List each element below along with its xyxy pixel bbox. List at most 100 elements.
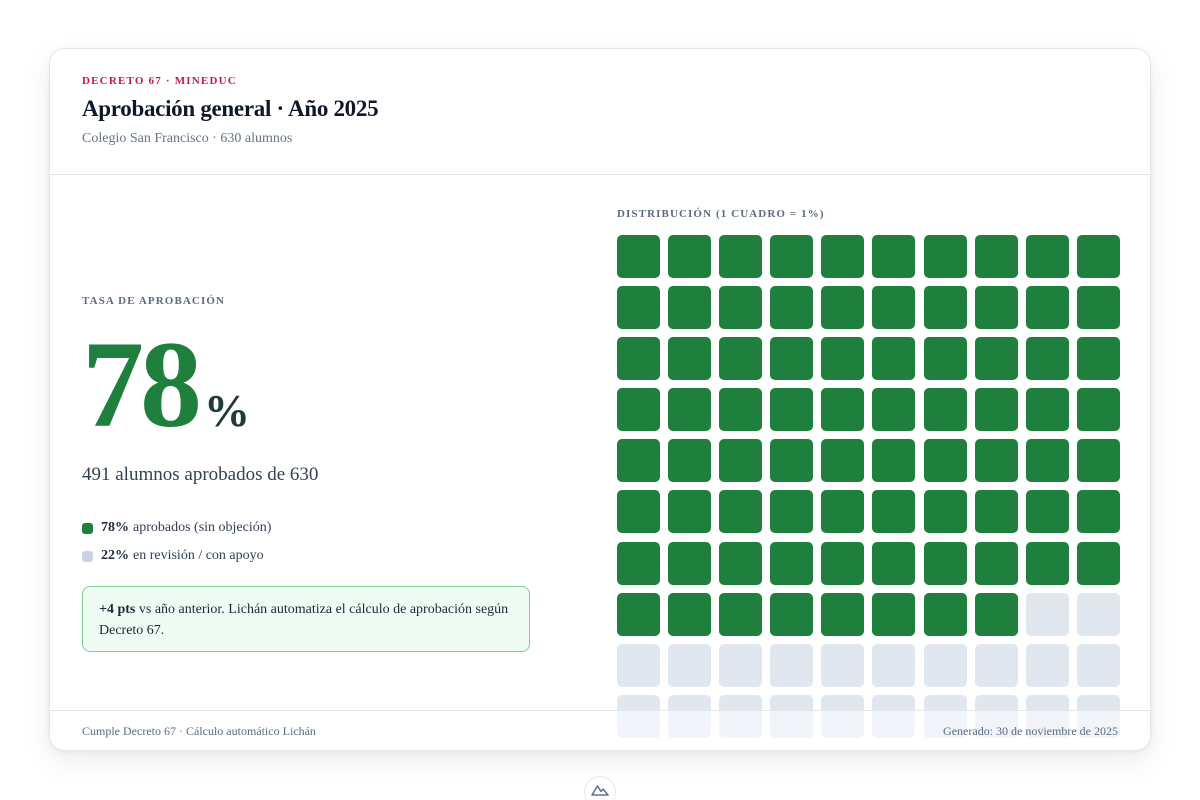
waffle-cell-approved xyxy=(1076,286,1120,330)
legend-swatch-review xyxy=(82,550,93,562)
waffle-cell-approved xyxy=(821,235,865,278)
waffle-cell-approved xyxy=(770,592,814,636)
waffle-cell-approved xyxy=(1076,541,1120,585)
waffle-grid xyxy=(617,235,1121,738)
waffle-cell-approved xyxy=(668,286,712,330)
waffle-cell-approved xyxy=(668,490,712,534)
rate-value: 78 xyxy=(82,316,202,453)
waffle-cell-approved xyxy=(872,235,916,278)
waffle-cell-approved xyxy=(923,439,967,483)
waffle-cell-review xyxy=(1025,592,1069,636)
waffle-cell-review xyxy=(719,643,763,687)
waffle-cell-approved xyxy=(719,592,763,636)
waffle-cell-approved xyxy=(974,235,1018,278)
waffle-cell-approved xyxy=(1076,388,1120,432)
waffle-cell-approved xyxy=(719,490,763,534)
waffle-cell-approved xyxy=(617,541,660,585)
waffle-cell-approved xyxy=(923,337,967,381)
waffle-cell-approved xyxy=(821,541,865,585)
card-header: DECRETO 67 · MINEDUC Aprobación general … xyxy=(50,49,1150,175)
waffle-cell-approved xyxy=(770,490,814,534)
waffle-cell-approved xyxy=(872,541,916,585)
comparison-callout: +4 pts vs año anterior. Lichán automatiz… xyxy=(82,586,530,652)
waffle-cell-review xyxy=(974,643,1018,687)
waffle-cell-review xyxy=(617,643,660,687)
waffle-cell-approved xyxy=(668,592,712,636)
waffle-cell-review xyxy=(668,643,712,687)
waffle-cell-approved xyxy=(719,286,763,330)
waffle-cell-approved xyxy=(719,541,763,585)
waffle-cell-approved xyxy=(923,592,967,636)
waffle-cell-approved xyxy=(617,490,660,534)
waffle-cell-review xyxy=(1076,592,1120,636)
legend: 78% aprobados (sin objeción) 22% en revi… xyxy=(82,514,271,570)
waffle-cell-approved xyxy=(1025,286,1069,330)
waffle-cell-approved xyxy=(974,388,1018,432)
waffle-cell-review xyxy=(1025,643,1069,687)
waffle-cell-approved xyxy=(668,337,712,381)
waffle-cell-approved xyxy=(974,439,1018,483)
waffle-cell-approved xyxy=(617,286,660,330)
waffle-cell-approved xyxy=(770,439,814,483)
mountain-logo-icon xyxy=(591,785,609,796)
waffle-cell-approved xyxy=(617,337,660,381)
waffle-cell-approved xyxy=(923,235,967,278)
footer-generated-date: Generado: 30 de noviembre de 2025 xyxy=(943,724,1118,738)
waffle-cell-approved xyxy=(974,592,1018,636)
callout-text: vs año anterior. Lichán automatiza el cá… xyxy=(99,602,509,638)
waffle-cell-approved xyxy=(1025,490,1069,534)
waffle-cell-approved xyxy=(923,490,967,534)
waffle-cell-approved xyxy=(821,388,865,432)
waffle-cell-approved xyxy=(821,286,865,330)
rate-unit: % xyxy=(204,385,250,436)
waffle-cell-approved xyxy=(770,286,814,330)
waffle-cell-approved xyxy=(872,388,916,432)
waffle-cell-approved xyxy=(668,439,712,483)
footer-compliance: Cumple Decreto 67 · Cálculo automático L… xyxy=(82,724,316,738)
waffle-cell-approved xyxy=(974,337,1018,381)
waffle-cell-approved xyxy=(668,388,712,432)
callout-highlight: +4 pts xyxy=(99,602,136,617)
waffle-cell-approved xyxy=(617,388,660,432)
distribution-label: DISTRIBUCIÓN (1 CUADRO = 1%) xyxy=(617,208,825,220)
waffle-cell-approved xyxy=(770,541,814,585)
legend-pct: 78% xyxy=(101,520,129,535)
waffle-cell-approved xyxy=(1076,439,1120,483)
waffle-cell-approved xyxy=(1025,388,1069,432)
rate-label: TASA DE APROBACIÓN xyxy=(82,295,226,307)
waffle-cell-approved xyxy=(1076,235,1120,278)
waffle-cell-approved xyxy=(872,592,916,636)
card-footer: Cumple Decreto 67 · Cálculo automático L… xyxy=(50,710,1150,750)
legend-swatch-approved xyxy=(82,522,93,534)
waffle-cell-review xyxy=(770,643,814,687)
waffle-cell-approved xyxy=(617,235,660,278)
waffle-cell-approved xyxy=(923,388,967,432)
waffle-cell-approved xyxy=(1025,337,1069,381)
waffle-cell-approved xyxy=(1025,439,1069,483)
report-card: DECRETO 67 · MINEDUC Aprobación general … xyxy=(49,48,1151,751)
waffle-cell-approved xyxy=(719,235,763,278)
legend-item-approved: 78% aprobados (sin objeción) xyxy=(82,514,271,542)
waffle-cell-approved xyxy=(1076,490,1120,534)
waffle-cell-approved xyxy=(770,388,814,432)
waffle-cell-review xyxy=(872,643,916,687)
waffle-cell-approved xyxy=(821,592,865,636)
waffle-cell-approved xyxy=(974,490,1018,534)
waffle-cell-approved xyxy=(1076,337,1120,381)
waffle-cell-approved xyxy=(770,337,814,381)
waffle-cell-approved xyxy=(719,439,763,483)
eyebrow-label: DECRETO 67 · MINEDUC xyxy=(82,75,237,87)
approved-count: 491 alumnos aprobados de 630 xyxy=(82,464,319,485)
waffle-cell-approved xyxy=(872,337,916,381)
waffle-cell-approved xyxy=(923,541,967,585)
waffle-cell-approved xyxy=(719,388,763,432)
waffle-cell-review xyxy=(1076,643,1120,687)
waffle-cell-approved xyxy=(872,439,916,483)
waffle-cell-approved xyxy=(1025,235,1069,278)
legend-text: en revisión / con apoyo xyxy=(133,548,264,563)
waffle-cell-approved xyxy=(974,286,1018,330)
waffle-cell-approved xyxy=(821,490,865,534)
waffle-cell-approved xyxy=(923,286,967,330)
logo-badge[interactable] xyxy=(584,776,616,800)
waffle-cell-approved xyxy=(821,439,865,483)
